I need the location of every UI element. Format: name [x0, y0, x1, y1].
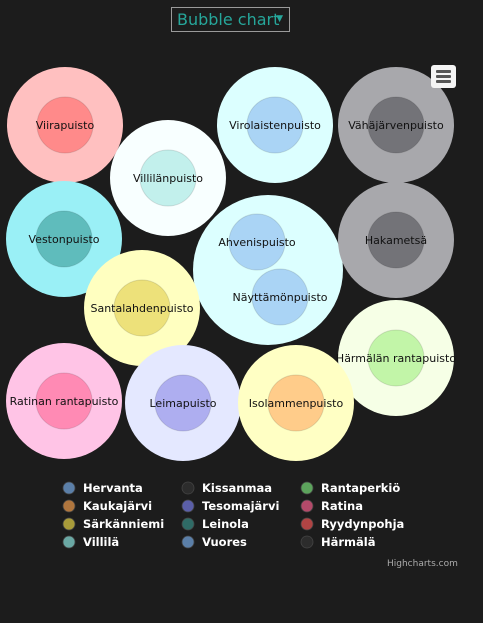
bubble-inner[interactable] — [228, 213, 286, 271]
legend-item[interactable]: Ryydynpohja — [300, 517, 404, 531]
legend-marker — [300, 535, 314, 549]
hamburger-icon — [436, 70, 451, 73]
legend-item[interactable]: Särkänniemi — [62, 517, 164, 531]
bubble-label: Ahvenispuisto — [218, 236, 296, 249]
legend-item[interactable]: Kissanmaa — [181, 481, 272, 495]
bubble-label: Villilänpuisto — [133, 172, 203, 185]
chart-type-select[interactable]: Bubble chart ▼ — [171, 7, 290, 32]
legend-label: Tesomajärvi — [202, 499, 279, 513]
bubble-inner[interactable] — [246, 96, 304, 154]
legend-item[interactable]: Leinola — [181, 517, 249, 531]
legend-label: Leinola — [202, 517, 249, 531]
bubble-label: Isolammenpuisto — [249, 397, 344, 410]
legend-item[interactable]: Kaukajärvi — [62, 499, 152, 513]
chevron-down-icon: ▼ — [276, 14, 283, 24]
bubble-inner[interactable] — [35, 210, 93, 268]
bubble-label: Ratinan rantapuisto — [10, 395, 119, 408]
legend-label: Kissanmaa — [202, 481, 272, 495]
legend-item[interactable]: Hervanta — [62, 481, 143, 495]
bubble-label: Santalahdenpuisto — [90, 302, 193, 315]
bubble-label: Härmälän rantapuisto — [336, 352, 456, 365]
bubble-label: Näyttämönpuisto — [232, 291, 327, 304]
legend-marker — [62, 499, 76, 513]
legend-item[interactable]: Villilä — [62, 535, 119, 549]
legend-label: Hervanta — [83, 481, 143, 495]
legend-label: Villilä — [83, 535, 119, 549]
bubble-label: Hakametsä — [365, 234, 427, 247]
legend-label: Rantaperkiö — [321, 481, 400, 495]
bubble-inner[interactable] — [36, 96, 94, 154]
highcharts-credit[interactable]: Highcharts.com — [387, 559, 458, 569]
bubble-label: Leimapuisto — [150, 397, 217, 410]
legend-marker — [300, 481, 314, 495]
bubble-inner[interactable] — [367, 96, 425, 154]
legend-marker — [181, 535, 195, 549]
legend: Hervanta Kissanmaa Rantaperkiö Kaukajärvi Te… — [62, 481, 404, 549]
legend-marker — [62, 535, 76, 549]
bubble-inner[interactable] — [267, 374, 325, 432]
chart-menu-button[interactable] — [431, 65, 456, 88]
bubbles-layer: Viirapuisto Villilänpuisto Virolaistenpuis… — [6, 67, 456, 461]
legend-item[interactable]: Tesomajärvi — [181, 499, 279, 513]
bubble-inner[interactable] — [113, 279, 171, 337]
bubble-label: Vähäjärvenpuisto — [348, 119, 444, 132]
legend-marker — [62, 481, 76, 495]
legend-label: Kaukajärvi — [83, 499, 152, 513]
bubble-inner[interactable] — [35, 372, 93, 430]
legend-label: Härmälä — [321, 535, 376, 549]
legend-label: Ratina — [321, 499, 363, 513]
bubble-inner[interactable] — [139, 149, 197, 207]
legend-marker — [300, 499, 314, 513]
legend-item[interactable]: Vuores — [181, 535, 247, 549]
bubble-inner[interactable] — [367, 211, 425, 269]
bubble-inner[interactable] — [154, 374, 212, 432]
legend-marker — [62, 517, 76, 531]
bubble-inner[interactable] — [251, 268, 309, 326]
legend-marker — [300, 517, 314, 531]
legend-label: Ryydynpohja — [321, 517, 404, 531]
legend-marker — [181, 499, 195, 513]
bubble-inner[interactable] — [367, 329, 425, 387]
legend-marker — [181, 481, 195, 495]
bubble-label: Vestonpuisto — [29, 233, 100, 246]
chart-type-select-value: Bubble chart — [177, 10, 280, 29]
legend-item[interactable]: Härmälä — [300, 535, 376, 549]
bubble-label: Viirapuisto — [36, 119, 95, 132]
bubble-label: Virolaistenpuisto — [229, 119, 321, 132]
legend-item[interactable]: Ratina — [300, 499, 363, 513]
legend-label: Särkänniemi — [83, 517, 164, 531]
legend-marker — [181, 517, 195, 531]
legend-label: Vuores — [202, 535, 247, 549]
legend-item[interactable]: Rantaperkiö — [300, 481, 400, 495]
